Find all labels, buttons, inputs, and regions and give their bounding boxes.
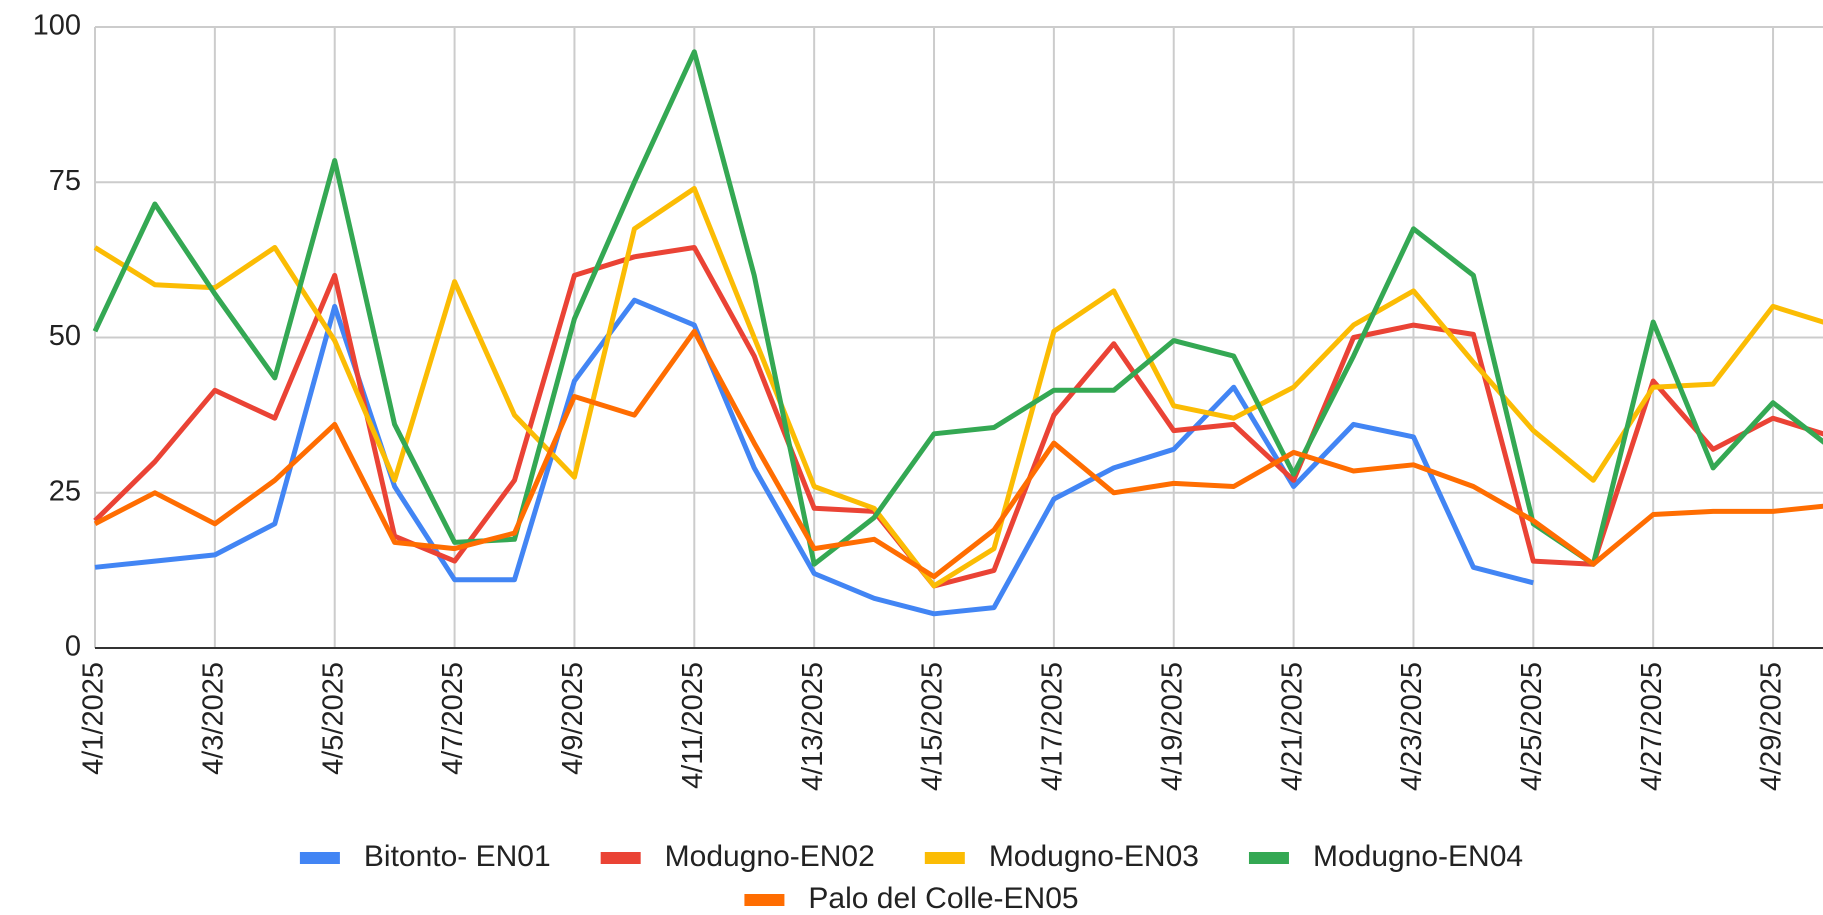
legend-label: Modugno-EN04 (1313, 840, 1523, 873)
series-line (92, 49, 1823, 567)
x-tick-label: 4/19/2025 (1156, 662, 1188, 791)
y-tick-label: 100 (33, 10, 81, 42)
x-tick-label: 4/11/2025 (677, 662, 709, 789)
legend-swatch (600, 852, 641, 864)
plot-lines (92, 49, 1823, 617)
y-tick-label: 25 (49, 475, 81, 507)
y-tick-label: 50 (49, 320, 81, 352)
x-tick-label: 4/21/2025 (1276, 662, 1308, 791)
x-tick-label: 4/7/2025 (437, 662, 469, 775)
x-tick-label: 4/13/2025 (797, 662, 829, 791)
x-tick-label: 4/5/2025 (317, 662, 349, 775)
legend-label: Modugno-EN03 (989, 840, 1199, 873)
x-tick-label: 4/3/2025 (198, 662, 230, 775)
legend-swatch (924, 852, 965, 864)
y-tick-label: 75 (49, 165, 81, 197)
x-tick-label: 4/9/2025 (557, 662, 589, 775)
series-line (93, 328, 1823, 580)
x-tick-label: 4/23/2025 (1396, 662, 1428, 791)
legend-label: Modugno-EN02 (665, 840, 875, 873)
x-tick-label: 4/17/2025 (1037, 662, 1069, 791)
x-tick-label: 4/29/2025 (1756, 662, 1788, 791)
legend-swatch (299, 852, 340, 864)
legend-swatch (1248, 852, 1289, 864)
y-tick-label: 0 (65, 631, 81, 663)
series-line (94, 297, 1534, 617)
legend-label: Bitonto- EN01 (364, 840, 551, 873)
x-tick-label: 4/1/2025 (78, 662, 110, 775)
x-tick-label: 4/27/2025 (1636, 662, 1668, 791)
legend-label: Palo del Colle-EN05 (808, 882, 1078, 915)
legend-swatch (744, 894, 785, 906)
series-line (93, 245, 1823, 589)
x-tick-label: 4/25/2025 (1516, 662, 1548, 791)
series-line (93, 186, 1823, 589)
x-tick-label: 4/15/2025 (917, 662, 949, 791)
